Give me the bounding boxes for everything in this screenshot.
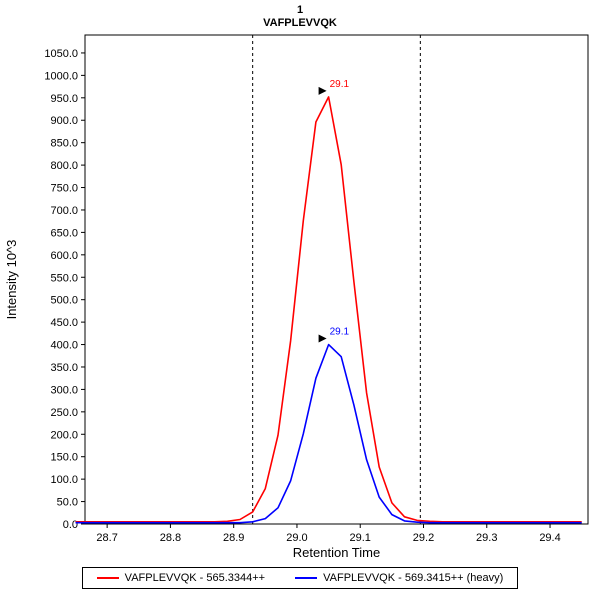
x-tick-label: 29.3 — [476, 532, 497, 544]
y-tick-label: 300.0 — [50, 384, 78, 396]
y-tick-label: 550.0 — [50, 272, 78, 284]
x-axis-label: Retention Time — [293, 545, 380, 560]
x-tick-label: 28.7 — [96, 532, 117, 544]
y-tick-label: 1000.0 — [44, 70, 78, 82]
y-tick-label: 250.0 — [50, 407, 78, 419]
y-tick-label: 700.0 — [50, 205, 78, 217]
legend-label-heavy: VAFPLEVVQK - 569.3415++ (heavy) — [323, 572, 504, 584]
legend-line-light — [96, 577, 119, 579]
y-tick-label: 200.0 — [50, 429, 78, 441]
y-tick-label: 400.0 — [50, 340, 78, 352]
y-tick-label: 650.0 — [50, 227, 78, 239]
legend-item-heavy: VAFPLEVVQK - 569.3415++ (heavy) — [295, 572, 503, 584]
x-tick-label: 29.2 — [413, 532, 434, 544]
x-tick-label: 28.9 — [223, 532, 244, 544]
y-tick-label: 450.0 — [50, 317, 78, 329]
y-axis-label: Intensity 10^3 — [4, 240, 19, 320]
plot-border — [84, 34, 589, 525]
peak-marker-light — [318, 86, 327, 95]
y-tick-label: 900.0 — [50, 115, 78, 127]
y-tick-label: 100.0 — [50, 474, 78, 486]
y-tick-label: 150.0 — [50, 452, 78, 464]
y-tick-label: 350.0 — [50, 362, 78, 374]
y-tick-label: 50.0 — [57, 497, 78, 509]
x-tick-label: 29.4 — [539, 532, 560, 544]
y-tick-label: 800.0 — [50, 160, 78, 172]
legend: VAFPLEVVQK - 565.3344++ VAFPLEVVQK - 569… — [81, 567, 519, 589]
legend-item-light: VAFPLEVVQK - 565.3344++ — [96, 572, 266, 584]
x-tick-label: 28.8 — [160, 532, 181, 544]
y-tick-label: 750.0 — [50, 183, 78, 195]
peak-marker-heavy — [318, 334, 327, 343]
chart-title: 1 — [296, 4, 304, 16]
chart-title-block: 1 VAFPLEVVQK — [0, 0, 600, 30]
chart-subtitle: VAFPLEVVQK — [263, 17, 337, 29]
y-tick-label: 500.0 — [50, 295, 78, 307]
y-tick-label: 0.0 — [63, 519, 78, 531]
peak-annotation-label: 29.1 — [330, 327, 350, 338]
peak-annotation-label: 29.1 — [330, 79, 350, 90]
y-tick-label: 850.0 — [50, 138, 78, 150]
y-tick-label: 600.0 — [50, 250, 78, 262]
legend-wrap: VAFPLEVVQK - 565.3344++ VAFPLEVVQK - 569… — [0, 566, 600, 589]
legend-label-light: VAFPLEVVQK - 565.3344++ — [124, 572, 266, 584]
x-tick-label: 29.0 — [286, 532, 307, 544]
y-tick-label: 950.0 — [50, 93, 78, 105]
series-line-heavy — [75, 343, 582, 524]
chromatogram-plot[interactable]: 0.0 50.0 100.0 150.0 200.0 250.0 300.0 350.0 400… — [0, 30, 600, 564]
series-line-light — [75, 96, 582, 523]
x-tick-label: 29.1 — [350, 532, 371, 544]
y-tick-label: 1050.0 — [44, 48, 78, 60]
legend-line-heavy — [295, 577, 318, 579]
